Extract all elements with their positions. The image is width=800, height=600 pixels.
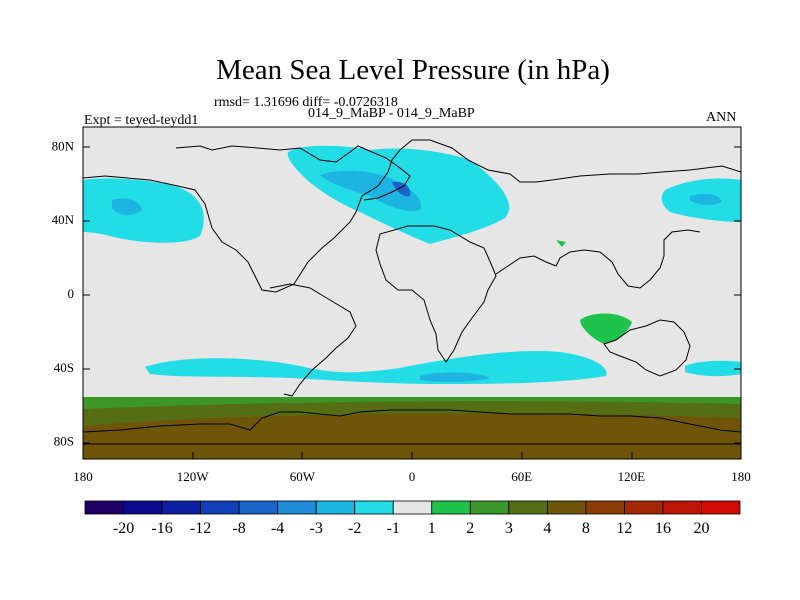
colorbar-swatch (161, 500, 201, 515)
x-tick-labels: 180 120W 60W 0 60E 120E 180 (73, 469, 751, 484)
colorbar-swatch (431, 500, 471, 515)
colorbar-label: -2 (348, 520, 361, 537)
y-tick-labels: 80N 40N 0 40S 80S (52, 138, 75, 448)
north-pacific-negative-west (83, 178, 204, 243)
map-field (83, 127, 741, 459)
colorbar-label: -1 (387, 520, 400, 537)
colorbar-label: -16 (151, 520, 172, 537)
colorbar-label: -4 (271, 520, 284, 537)
colorbar-label: 8 (582, 520, 590, 537)
colorbar-label: 3 (505, 520, 513, 537)
x-tick-label: 120E (618, 469, 646, 484)
colorbar-swatch (200, 500, 240, 515)
colorbar-swatch (123, 500, 163, 515)
colorbar-swatch (315, 500, 356, 515)
colorbar-swatch (508, 500, 548, 515)
y-tick-label: 40N (52, 212, 75, 227)
southern-negative-band (145, 350, 607, 384)
colorbar-swatch (624, 500, 664, 515)
colorbar-swatch (701, 500, 741, 515)
southern-negative-core (420, 372, 490, 383)
y-tick-label: 80S (54, 434, 74, 449)
indian-ocean-positive-anomaly (580, 313, 632, 344)
x-tick-label: 60W (290, 469, 316, 484)
colorbar-swatch (238, 500, 279, 515)
southern-positive-core (83, 413, 741, 459)
colorbar-swatch (84, 500, 124, 515)
coastlines (83, 139, 741, 445)
x-tick-label: 60E (511, 469, 532, 484)
colorbar-label: 20 (693, 520, 709, 537)
colorbar-label: -8 (232, 520, 245, 537)
colorbar-swatch (277, 500, 317, 515)
north-pacific-negative-east-core (690, 194, 722, 205)
colorbar-label: -3 (310, 520, 323, 537)
colorbar-swatch (354, 500, 394, 515)
runs-subtitle: 014_9_MaBP - 014_9_MaBP (308, 106, 475, 121)
north-pacific-negative-west-core (112, 198, 142, 216)
x-tick-label: 120W (177, 469, 210, 484)
colorbar-labels: -20 -16 -12 -8 -4 -3 -2 -1 1 2 3 4 8 12 16 20 (113, 520, 710, 537)
season-label: ANN (706, 110, 737, 125)
north-atlantic-negative-peak (392, 181, 411, 197)
colorbar (84, 500, 741, 515)
chart-title: Mean Sea Level Pressure (in hPa) (216, 54, 610, 86)
y-tick-label: 0 (68, 286, 75, 301)
colorbar-label: 16 (655, 520, 671, 537)
x-tick-label: 180 (731, 469, 751, 484)
arabian-positive-spot (556, 240, 566, 247)
colorbar-swatch (585, 500, 625, 515)
rmsd-subtitle: rmsd= 1.31696 diff= -0.0726318 (214, 95, 398, 110)
axis-ticks (82, 146, 742, 459)
colorbar-label: 1 (428, 520, 436, 537)
colorbar-label: 12 (616, 520, 632, 537)
colorbar-label: -20 (113, 520, 134, 537)
y-tick-label: 80N (52, 138, 75, 153)
y-tick-label: 40S (54, 360, 74, 375)
x-tick-label: 0 (409, 469, 416, 484)
colorbar-label: -12 (190, 520, 211, 537)
colorbar-swatch (469, 500, 510, 515)
colorbar-swatch (546, 500, 587, 515)
x-tick-label: 180 (73, 469, 93, 484)
colorbar-swatch (662, 500, 702, 515)
southern-negative-band-east (685, 360, 741, 377)
experiment-label: Expt = teyed-teydd1 (84, 113, 199, 128)
colorbar-label: 4 (543, 520, 551, 537)
colorbar-label: 2 (466, 520, 474, 537)
colorbar-swatch (392, 500, 433, 515)
